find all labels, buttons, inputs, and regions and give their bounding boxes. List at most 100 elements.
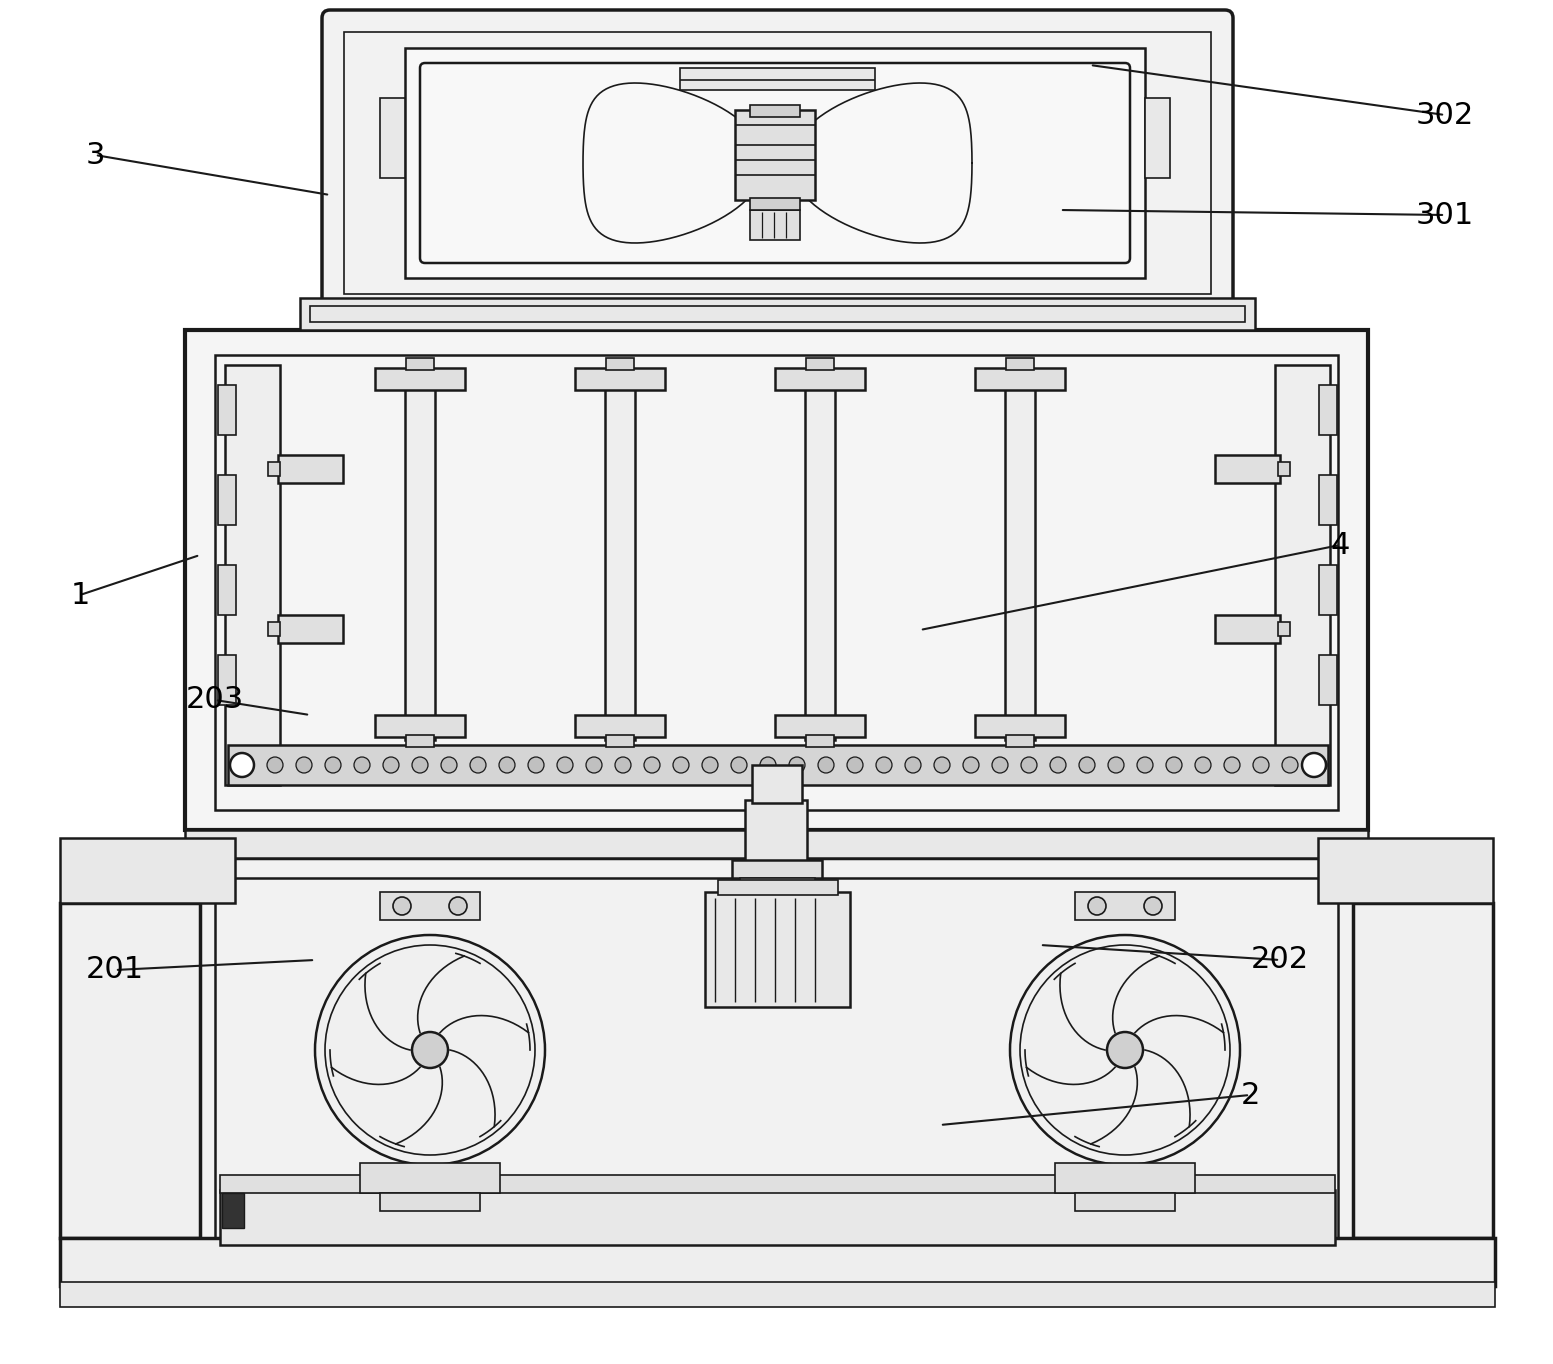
Bar	[705, 892, 849, 1007]
Bar	[1075, 1194, 1176, 1211]
Bar	[606, 735, 634, 747]
Bar	[374, 715, 464, 737]
Bar	[775, 368, 865, 390]
Circle shape	[1166, 757, 1182, 773]
Bar	[1318, 837, 1492, 903]
Text: 201: 201	[85, 956, 144, 985]
Bar	[1275, 366, 1329, 786]
Bar	[975, 715, 1065, 737]
Circle shape	[1301, 753, 1326, 777]
Circle shape	[238, 757, 255, 773]
Circle shape	[558, 757, 573, 773]
Bar	[185, 858, 1368, 1278]
Circle shape	[1089, 898, 1106, 915]
Circle shape	[1107, 757, 1124, 773]
Text: 302: 302	[1416, 101, 1474, 130]
Bar	[221, 1189, 1336, 1245]
Bar	[185, 831, 1368, 858]
Bar	[1075, 892, 1176, 919]
Bar	[975, 368, 1065, 390]
Circle shape	[230, 753, 255, 777]
Bar	[217, 475, 236, 525]
Bar	[405, 735, 433, 747]
Bar	[1006, 357, 1034, 370]
Bar	[606, 370, 635, 741]
Circle shape	[818, 757, 834, 773]
Bar	[680, 68, 874, 90]
Bar	[1278, 622, 1291, 636]
Circle shape	[412, 757, 429, 773]
Bar	[380, 1194, 480, 1211]
Bar	[606, 357, 634, 370]
Circle shape	[499, 757, 516, 773]
Bar	[575, 368, 665, 390]
Circle shape	[672, 757, 690, 773]
Bar	[739, 878, 815, 892]
Bar	[750, 198, 800, 210]
Bar	[1145, 98, 1169, 177]
Circle shape	[731, 757, 747, 773]
Bar	[214, 878, 1339, 1248]
Circle shape	[963, 757, 978, 773]
Circle shape	[1224, 757, 1239, 773]
Bar	[1006, 735, 1034, 747]
Bar	[222, 1194, 244, 1228]
Bar	[745, 801, 808, 865]
Circle shape	[1253, 757, 1269, 773]
Bar	[731, 859, 822, 878]
Bar	[61, 837, 235, 903]
Bar	[61, 1282, 1496, 1307]
Bar	[380, 98, 405, 177]
Circle shape	[1107, 1033, 1143, 1068]
Text: 203: 203	[186, 686, 244, 715]
Circle shape	[384, 757, 399, 773]
Bar	[300, 297, 1255, 330]
Circle shape	[1020, 757, 1037, 773]
Bar	[221, 1174, 1336, 1194]
Circle shape	[615, 757, 631, 773]
Circle shape	[1050, 757, 1065, 773]
Text: 1: 1	[70, 581, 90, 610]
Bar	[1214, 615, 1280, 642]
Bar	[217, 655, 236, 705]
Circle shape	[315, 934, 545, 1165]
Bar	[806, 735, 834, 747]
Bar	[345, 31, 1211, 295]
Circle shape	[702, 757, 717, 773]
Bar	[405, 357, 433, 370]
Bar	[717, 880, 839, 895]
Bar	[278, 615, 343, 642]
Bar	[217, 385, 236, 435]
Bar	[1318, 475, 1337, 525]
Circle shape	[325, 757, 342, 773]
Circle shape	[449, 898, 467, 915]
Text: 2: 2	[1241, 1080, 1259, 1109]
Bar	[1054, 1163, 1194, 1194]
Circle shape	[1009, 934, 1239, 1165]
Bar	[405, 48, 1145, 278]
Circle shape	[354, 757, 370, 773]
Circle shape	[905, 757, 921, 773]
Circle shape	[644, 757, 660, 773]
Bar	[374, 368, 464, 390]
Bar	[1318, 565, 1337, 615]
Bar	[311, 306, 1246, 322]
Text: 4: 4	[1331, 531, 1350, 559]
Circle shape	[1137, 757, 1152, 773]
Text: 202: 202	[1250, 945, 1309, 974]
Bar	[806, 357, 834, 370]
Circle shape	[585, 757, 603, 773]
Circle shape	[297, 757, 312, 773]
FancyBboxPatch shape	[321, 10, 1233, 316]
Bar	[735, 110, 815, 201]
Circle shape	[412, 1033, 447, 1068]
Bar	[750, 105, 800, 117]
Circle shape	[1281, 757, 1298, 773]
Bar	[804, 370, 836, 741]
Bar	[1318, 385, 1337, 435]
Bar	[225, 366, 280, 786]
Bar	[775, 715, 865, 737]
Bar	[360, 1163, 500, 1194]
Circle shape	[1145, 898, 1162, 915]
Bar	[269, 622, 280, 636]
